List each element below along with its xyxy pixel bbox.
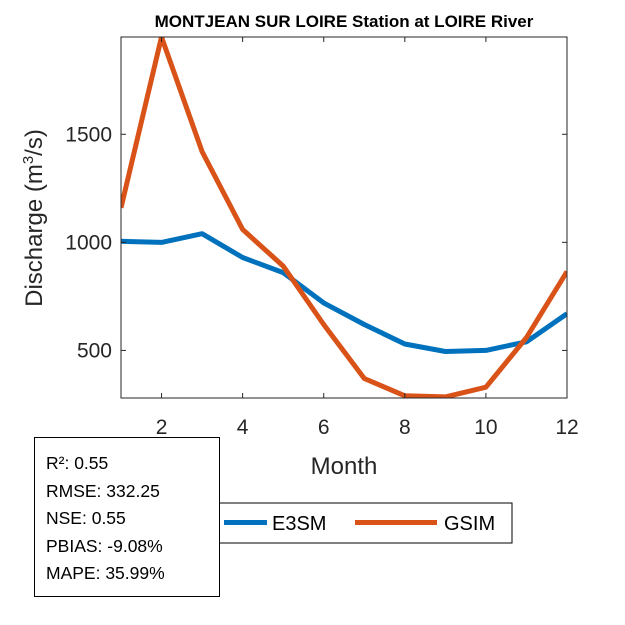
x-tick-label-12: 12 xyxy=(555,416,578,439)
legend-label-gsim: GSIM xyxy=(444,513,495,535)
x-tick-label-6: 6 xyxy=(318,416,330,439)
stats-box: R²: 0.55 RMSE: 332.25 NSE: 0.55 PBIAS: -… xyxy=(34,437,220,597)
legend: E3SM GSIM xyxy=(217,502,513,544)
series-line-e3sm xyxy=(121,231,567,354)
y-axis-label-main: Discharge (m xyxy=(21,164,48,307)
stat-mape: MAPE: 35.99% xyxy=(46,563,165,583)
stat-rmse: RMSE: 332.25 xyxy=(46,480,160,501)
y-tick-label-1500: 1500 xyxy=(65,123,112,146)
stat-r2: R²: 0.55 xyxy=(46,453,109,473)
series-line-gsim xyxy=(121,37,567,398)
y-axis-label: Discharge (m3/s) xyxy=(20,129,48,307)
x-tick-label-8: 8 xyxy=(399,416,411,439)
stat-pbias: PBIAS: -9.08% xyxy=(46,535,163,556)
axes-box xyxy=(120,36,568,399)
x-axis-label: Month xyxy=(311,453,378,480)
x-tick-label-10: 10 xyxy=(474,416,497,439)
x-tick-label-2: 2 xyxy=(156,416,168,439)
y-tick-label-500: 500 xyxy=(77,339,112,362)
y-axis-label-sup: 3 xyxy=(20,156,37,164)
legend-label-e3sm: E3SM xyxy=(272,513,326,535)
chart-title: MONTJEAN SUR LOIRE Station at LOIRE Rive… xyxy=(155,12,534,31)
plot-area: 2 4 6 8 10 12 500 1000 1500 xyxy=(65,36,579,439)
y-tick-label-1000: 1000 xyxy=(65,231,112,254)
y-axis-label-end: /s) xyxy=(21,129,48,156)
x-tick-label-4: 4 xyxy=(237,416,249,439)
stat-nse: NSE: 0.55 xyxy=(46,508,126,528)
